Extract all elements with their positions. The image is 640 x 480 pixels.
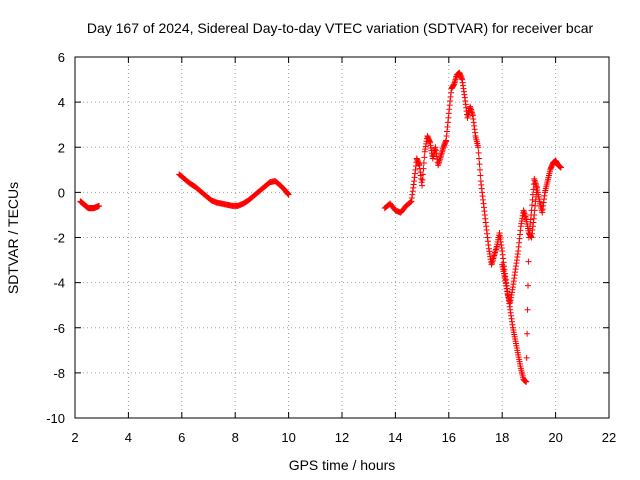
data-point	[419, 182, 426, 189]
data-point	[96, 202, 103, 209]
data-point	[476, 161, 483, 168]
data-point	[523, 354, 530, 361]
y-axis-label: SDTVAR / TECUs	[5, 182, 21, 294]
y-tick-label: -10	[46, 411, 65, 426]
x-tick-label: 8	[232, 430, 239, 445]
series-segment-3	[381, 69, 564, 385]
data-point	[477, 172, 484, 179]
y-tick-label: -8	[53, 366, 65, 381]
y-tick-label: 6	[58, 50, 65, 65]
x-tick-label: 22	[602, 430, 616, 445]
series-segment-3b	[499, 184, 540, 306]
data-point	[420, 160, 427, 167]
data-point	[476, 155, 483, 162]
y-tick-label: 2	[58, 140, 65, 155]
y-tick-label: 4	[58, 95, 65, 110]
x-tick-label: 12	[335, 430, 349, 445]
axis-ticks: 2 4 6 8 10 12 14 16 18 20 22 -10 -8 -6 -4 -2 0 2 4 6	[46, 50, 616, 445]
data-point	[529, 191, 536, 198]
x-tick-label: 14	[388, 430, 402, 445]
data-points	[77, 69, 564, 385]
x-tick-label: 4	[125, 430, 132, 445]
data-point	[419, 176, 426, 183]
x-tick-label: 2	[71, 430, 78, 445]
data-point	[419, 171, 426, 178]
y-tick-label: -4	[53, 276, 65, 291]
x-tick-label: 16	[442, 430, 456, 445]
x-axis-label: GPS time / hours	[289, 457, 396, 473]
data-point	[475, 144, 482, 151]
data-point	[557, 164, 564, 171]
data-point	[525, 282, 532, 289]
data-point	[524, 306, 531, 313]
y-tick-label: -2	[53, 231, 65, 246]
y-tick-label: 0	[58, 185, 65, 200]
data-point	[475, 149, 482, 156]
data-point	[523, 378, 530, 385]
data-point	[525, 258, 532, 265]
y-tick-label: -6	[53, 321, 65, 336]
x-tick-label: 20	[548, 430, 562, 445]
data-point	[420, 165, 427, 172]
chart-title: Day 167 of 2024, Sidereal Day-to-day VTE…	[87, 20, 594, 36]
x-tick-label: 10	[281, 430, 295, 445]
data-point	[530, 186, 537, 193]
data-point	[476, 166, 483, 173]
data-point	[285, 191, 292, 198]
x-tick-label: 18	[495, 430, 509, 445]
series-segment-1	[77, 198, 103, 212]
data-point	[421, 154, 428, 161]
series-segment-2	[176, 171, 292, 209]
data-point	[407, 199, 414, 206]
x-tick-label: 6	[178, 430, 185, 445]
data-point	[529, 202, 536, 209]
grid-lines	[75, 57, 609, 418]
data-point	[524, 330, 531, 337]
data-point	[533, 184, 540, 191]
data-point	[529, 196, 536, 203]
